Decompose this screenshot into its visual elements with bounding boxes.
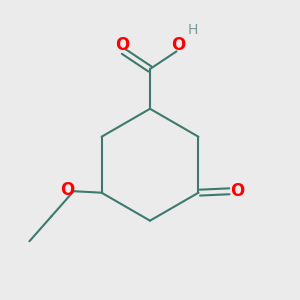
- Text: O: O: [230, 182, 244, 200]
- Text: O: O: [171, 36, 185, 54]
- Text: H: H: [188, 23, 198, 37]
- Text: O: O: [115, 36, 129, 54]
- Text: O: O: [60, 181, 74, 199]
